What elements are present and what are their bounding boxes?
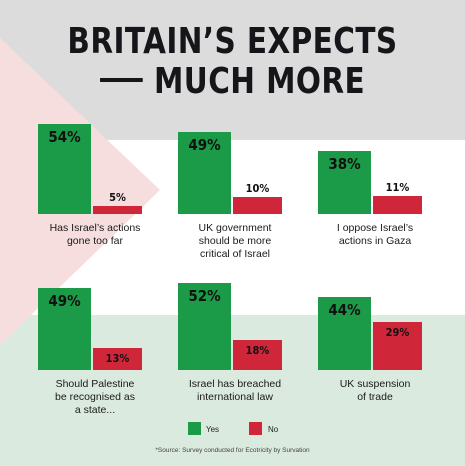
chart-title: BRITAIN’S EXPECTS MUCH MORE <box>42 22 423 102</box>
category-label-line: Has Israel’s actions <box>49 222 141 234</box>
bar-yes-4: 49% <box>38 288 91 370</box>
value-label-yes-6: 44% <box>328 300 361 319</box>
value-label-yes-2: 49% <box>188 136 221 155</box>
category-label-line: Israel has breached <box>188 378 282 390</box>
legend-label-yes: Yes <box>206 425 220 434</box>
legend-swatch-yes <box>188 422 201 435</box>
category-label-3: I oppose Israel’s actions in Gaza <box>310 222 440 248</box>
bar-no-4 <box>93 348 142 370</box>
value-label-yes-3: 38% <box>328 154 361 173</box>
category-label-line: Should Palestine <box>55 378 135 390</box>
value-label-yes-4: 49% <box>48 292 81 311</box>
title-line-1: BRITAIN’S EXPECTS <box>67 21 398 62</box>
category-label-line: gone too far <box>66 235 124 247</box>
chart-panel-1: 54% 5% Has Israel’s actions gone too far <box>38 64 168 247</box>
bar-yes-1: 54% <box>38 124 91 214</box>
bar-yes-3: 38% <box>318 150 371 214</box>
category-label-line: a state... <box>74 404 116 416</box>
category-label-2: UK government should be more critical of I… <box>170 222 300 261</box>
value-label-no-5: 18% <box>245 344 270 357</box>
category-label-5: Israel has breached international law <box>170 378 300 404</box>
category-label-line: critical of Israel <box>199 248 271 260</box>
category-label-line: should be more <box>198 235 272 247</box>
title-line-2: MUCH MORE <box>154 61 366 102</box>
title-dash <box>99 78 143 82</box>
category-label-4: Should Palestine be recognised as a state.… <box>30 378 160 417</box>
value-label-yes-5: 52% <box>188 287 221 306</box>
category-label-line: I oppose Israel’s <box>336 222 414 234</box>
value-label-no-2: 10% <box>245 182 270 196</box>
bar-no-5 <box>233 340 282 370</box>
bar-no-6 <box>373 321 422 370</box>
category-label-1: Has Israel’s actions gone too far <box>30 222 160 248</box>
value-label-no-1: 5% <box>109 190 126 204</box>
bar-yes-6: 44% <box>318 296 371 370</box>
category-label-line: of trade <box>357 391 393 403</box>
value-label-no-3: 11% <box>385 180 410 194</box>
legend-swatch-no <box>249 422 262 435</box>
chart-panel-6: 44% 29% UK suspension of trade <box>318 220 448 403</box>
chart-panel-2: 49% 10% UK government should be more critica… <box>178 64 308 260</box>
chart-panel-4: 49% 13% Should Palestine be recognised as a … <box>38 220 168 416</box>
chart-panel-5: 52% 18% Israel has breached international l… <box>178 220 308 403</box>
legend-label-no: No <box>268 425 279 434</box>
value-label-no-6: 29% <box>385 325 410 339</box>
value-label-no-4: 13% <box>105 352 130 366</box>
category-label-line: actions in Gaza <box>338 235 412 247</box>
category-label-line: UK government <box>198 222 272 234</box>
source-note: *Source: Survey conducted for Ecotricity… <box>155 447 310 454</box>
chart-panel-3: 38% 11% I oppose Israel’s actions in Gaza <box>318 64 448 247</box>
bar-yes-2: 49% <box>178 132 231 214</box>
category-label-6: UK suspension of trade <box>310 378 440 404</box>
category-label-line: UK suspension <box>339 378 411 390</box>
category-label-line: international law <box>197 391 273 403</box>
value-label-yes-1: 54% <box>48 128 81 146</box>
bar-no-3 <box>373 195 422 214</box>
category-label-line: be recognised as <box>55 391 135 403</box>
bar-no-2 <box>233 197 282 214</box>
bar-yes-5: 52% <box>178 283 231 370</box>
bar-no-1 <box>93 205 142 214</box>
